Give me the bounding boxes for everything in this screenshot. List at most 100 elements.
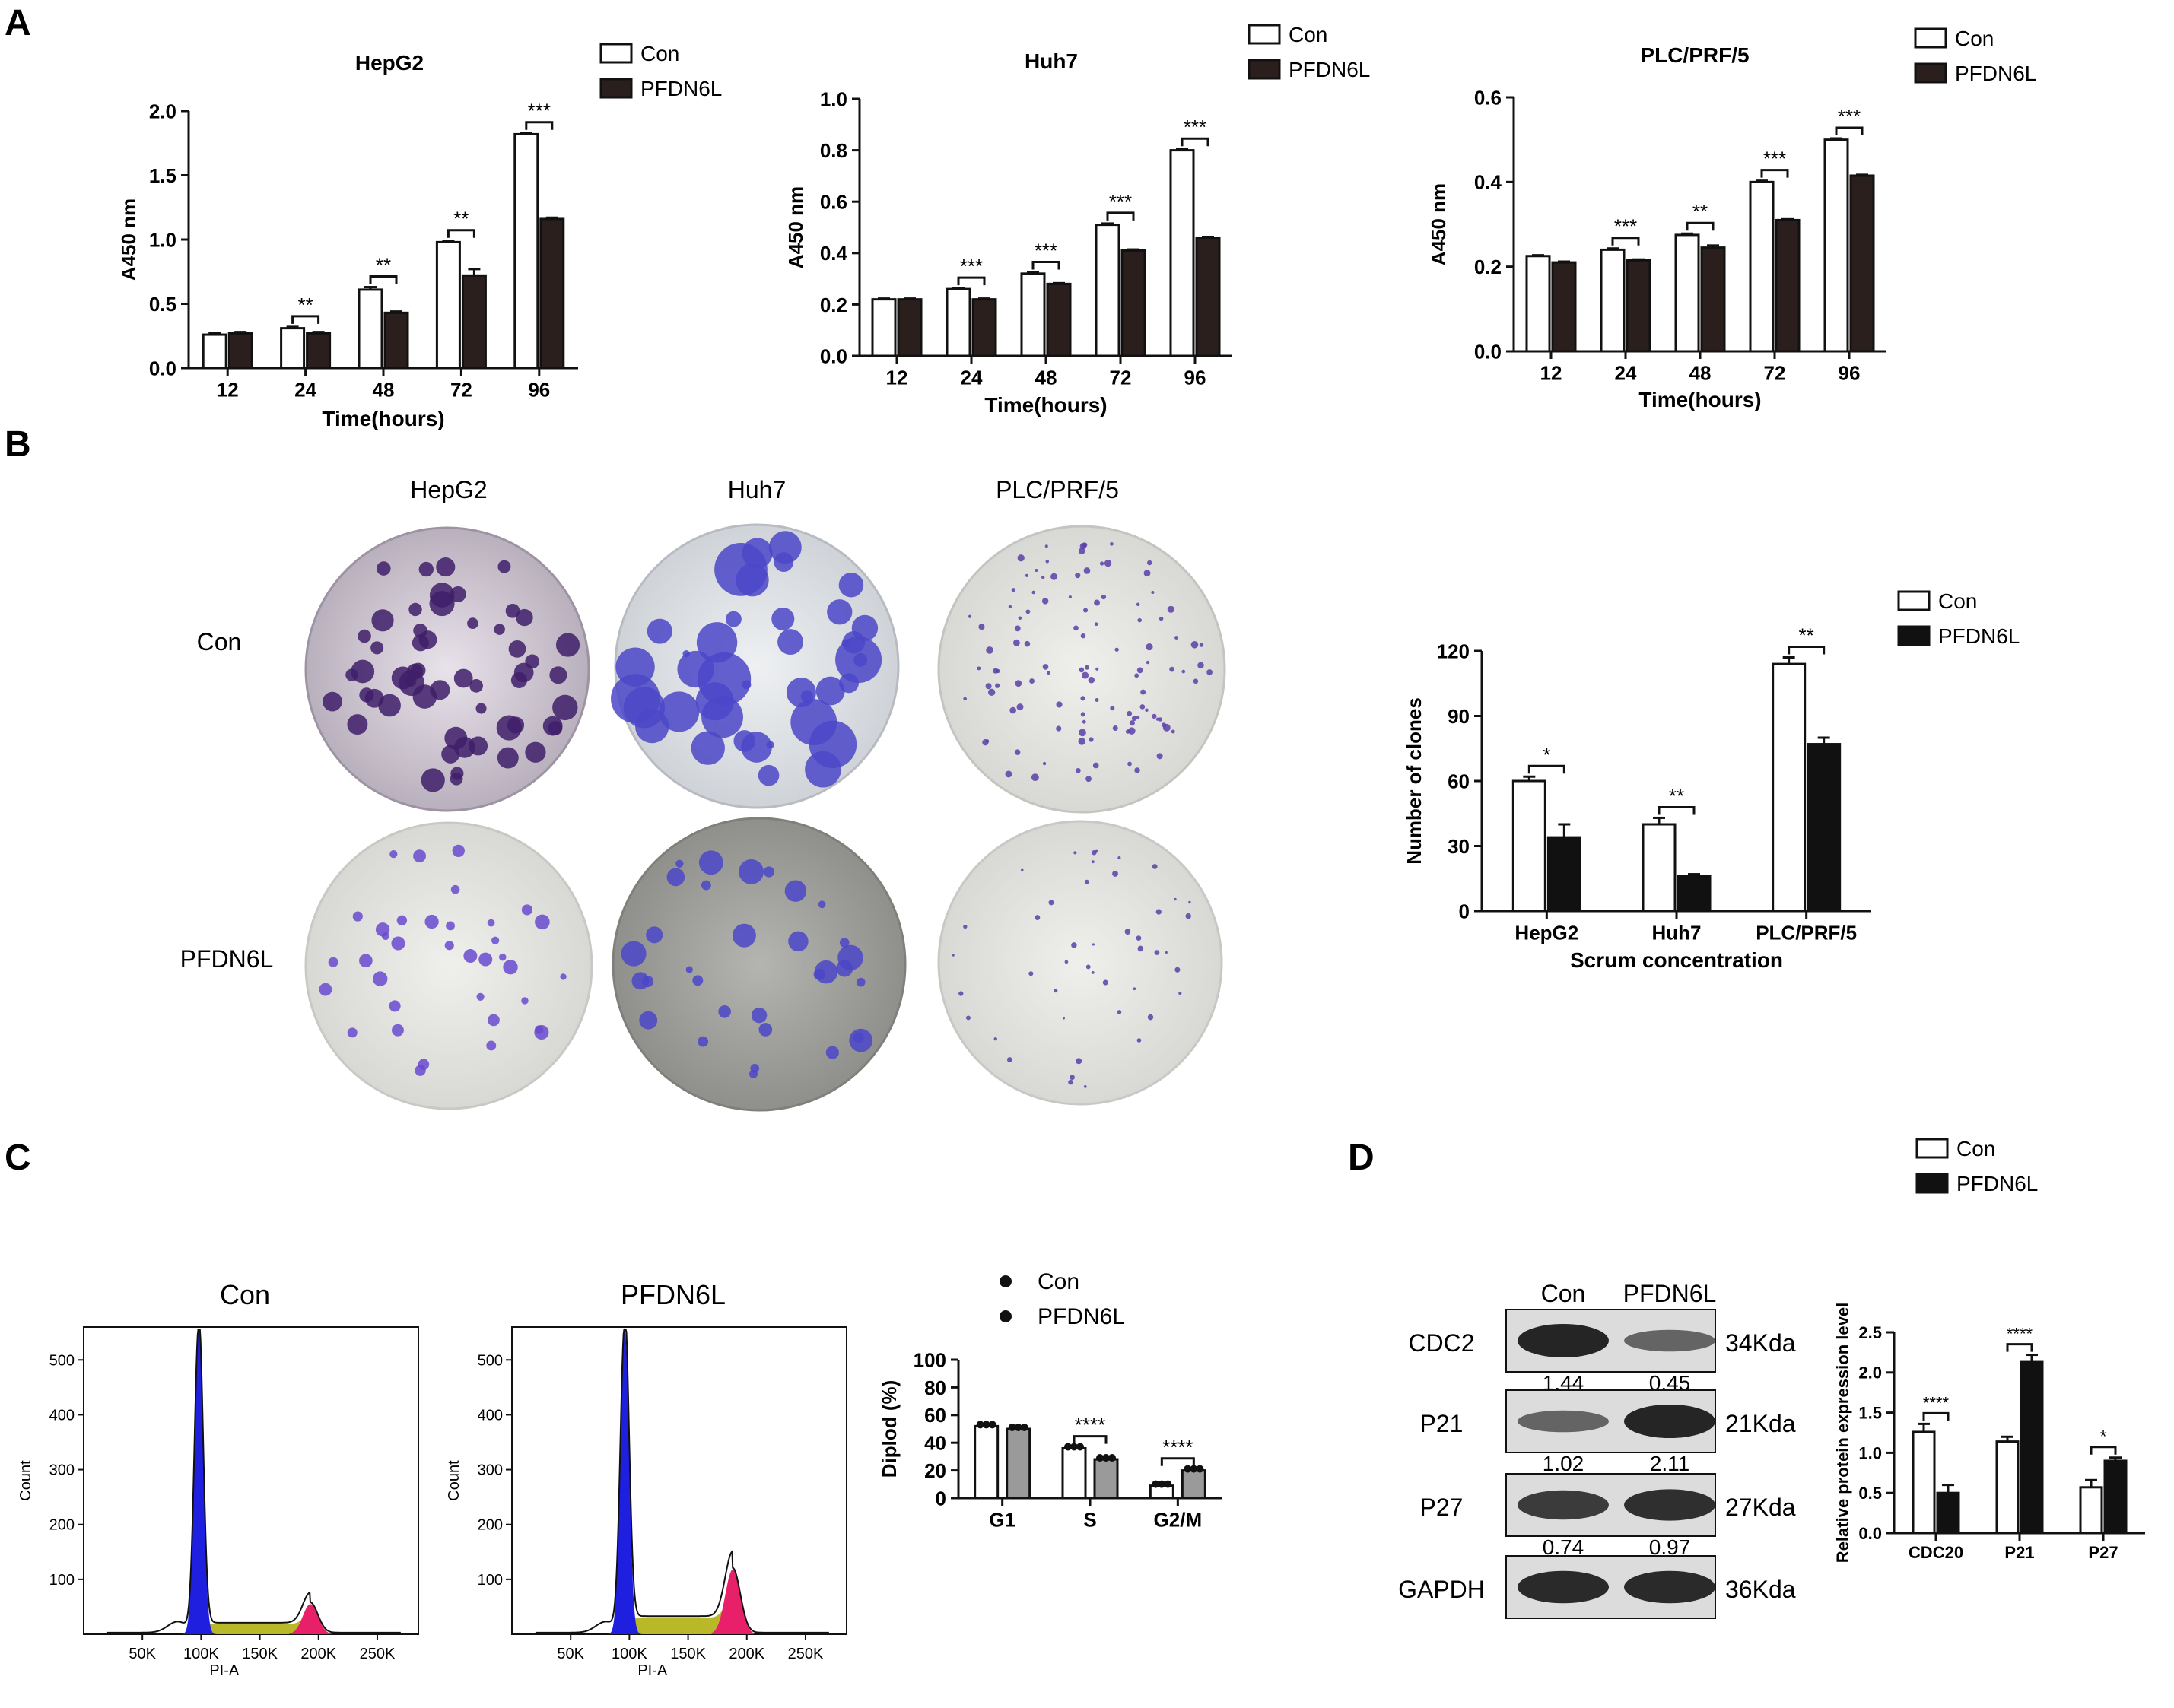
legend-label-pfdn6l: PFDN6L bbox=[1938, 624, 2020, 648]
colony bbox=[1015, 680, 1022, 687]
x-tick-label: 96 bbox=[1839, 361, 1861, 384]
colony bbox=[1134, 673, 1139, 678]
flow-x-tick-label: 150K bbox=[670, 1646, 706, 1662]
colony bbox=[666, 868, 685, 887]
colony bbox=[487, 919, 495, 927]
colony bbox=[978, 624, 985, 630]
colony bbox=[838, 573, 864, 598]
significance-label: *** bbox=[528, 100, 551, 122]
colony bbox=[513, 662, 534, 683]
protein-level-chart: 0.0 0.5 1.0 1.5 2.0 2.5 Relative protein expre… bbox=[1833, 1137, 2145, 1563]
colony bbox=[1185, 913, 1191, 919]
flow-x-tick-label: 100K bbox=[183, 1646, 219, 1662]
y-tick-label: 100 bbox=[914, 1348, 946, 1371]
colony bbox=[758, 1023, 773, 1037]
significance-label: *** bbox=[1614, 215, 1637, 238]
colony bbox=[371, 609, 394, 632]
flow-y-tick-label: 500 bbox=[49, 1352, 75, 1369]
x-tick-label: 96 bbox=[528, 378, 550, 401]
colony bbox=[1035, 915, 1041, 920]
colony bbox=[1079, 543, 1087, 550]
blot-band bbox=[1624, 1405, 1715, 1438]
x-tick-label: 24 bbox=[294, 378, 316, 401]
colony bbox=[1082, 719, 1086, 724]
data-point bbox=[1158, 1480, 1166, 1488]
colony bbox=[698, 1036, 709, 1047]
plate-plc-pfdn6l bbox=[937, 820, 1223, 1106]
colony bbox=[958, 991, 964, 996]
colony bbox=[1012, 639, 1020, 646]
colony bbox=[1031, 773, 1039, 782]
significance-bracket bbox=[2006, 1343, 2033, 1352]
colony bbox=[486, 1040, 497, 1051]
data-point bbox=[988, 1421, 996, 1429]
legend-swatch-con bbox=[1897, 590, 1931, 611]
y-axis-label: Diplod (%) bbox=[878, 1380, 901, 1478]
bar-con bbox=[1674, 233, 1700, 353]
y-tick-label: 0.0 bbox=[820, 344, 847, 367]
significance-label: ** bbox=[1692, 200, 1708, 223]
colony bbox=[1047, 671, 1050, 675]
y-tick-label: 1.5 bbox=[1858, 1404, 1882, 1423]
bar-con bbox=[1749, 180, 1775, 353]
y-tick-label: 2.0 bbox=[1858, 1364, 1882, 1383]
colony bbox=[1009, 706, 1017, 714]
flow-y-tick-label: 100 bbox=[478, 1572, 503, 1589]
colony bbox=[1084, 879, 1089, 884]
bar-pfdn6l bbox=[306, 332, 332, 370]
colony bbox=[1136, 935, 1142, 941]
flow-histogram-con: Con 100 200 300 400 500 50K 100K 150K 200K 250K PI-… bbox=[17, 1279, 419, 1679]
bar-pfdn6l bbox=[971, 298, 997, 357]
colony bbox=[982, 738, 989, 746]
y-axis-label: Number of clones bbox=[1403, 697, 1425, 865]
y-tick-label: 80 bbox=[924, 1376, 946, 1399]
colony bbox=[1014, 749, 1021, 755]
colony bbox=[1083, 608, 1089, 613]
blot-band bbox=[1624, 1489, 1715, 1521]
colony bbox=[521, 997, 529, 1005]
colony bbox=[450, 772, 463, 786]
colony bbox=[1044, 544, 1048, 548]
bar-pfdn6l bbox=[1006, 1427, 1031, 1500]
huh7-cck8-chart: 0.0 0.2 0.4 0.6 0.8 1.0 A450 nm Huh7 12 24 *** 48 **… bbox=[784, 23, 1370, 417]
colony bbox=[450, 586, 466, 602]
colony bbox=[1095, 849, 1098, 853]
colony bbox=[347, 1027, 358, 1038]
bar-pfdn6l bbox=[2020, 1360, 2044, 1535]
colony bbox=[1181, 669, 1186, 674]
legend-label-con: Con bbox=[640, 42, 679, 65]
colony bbox=[421, 768, 445, 792]
bar-con bbox=[280, 327, 306, 370]
significance-label: *** bbox=[1184, 116, 1206, 138]
colony bbox=[1042, 761, 1047, 766]
significance-bracket bbox=[525, 121, 554, 130]
colony bbox=[647, 618, 672, 644]
colony bbox=[1085, 964, 1091, 970]
colony bbox=[1048, 900, 1054, 906]
colony bbox=[1174, 967, 1181, 973]
x-tick-label: 24 bbox=[961, 366, 983, 389]
colony bbox=[1073, 851, 1077, 855]
colony bbox=[977, 666, 981, 671]
colony bbox=[1017, 554, 1025, 562]
chart-title: PLC/PRF/5 bbox=[1640, 43, 1749, 67]
colony bbox=[521, 904, 533, 916]
colony bbox=[784, 880, 807, 902]
significance-bracket bbox=[1073, 1435, 1108, 1444]
colony bbox=[1050, 573, 1058, 580]
colony bbox=[1145, 708, 1149, 712]
x-tick-label: 72 bbox=[1764, 361, 1786, 384]
colony bbox=[1079, 667, 1085, 673]
colony bbox=[1143, 570, 1151, 577]
colony-dots bbox=[319, 531, 1213, 1088]
legend-label-pfdn6l: PFDN6L bbox=[640, 77, 722, 100]
legend-label-con: Con bbox=[1289, 23, 1327, 46]
bar-pfdn6l bbox=[1181, 1469, 1206, 1500]
x-tick-label: P21 bbox=[2004, 1543, 2034, 1562]
colony bbox=[377, 561, 391, 576]
colony bbox=[560, 973, 567, 980]
colony bbox=[525, 741, 546, 763]
colony bbox=[1101, 594, 1107, 600]
colony-row-con: Con bbox=[197, 628, 242, 656]
